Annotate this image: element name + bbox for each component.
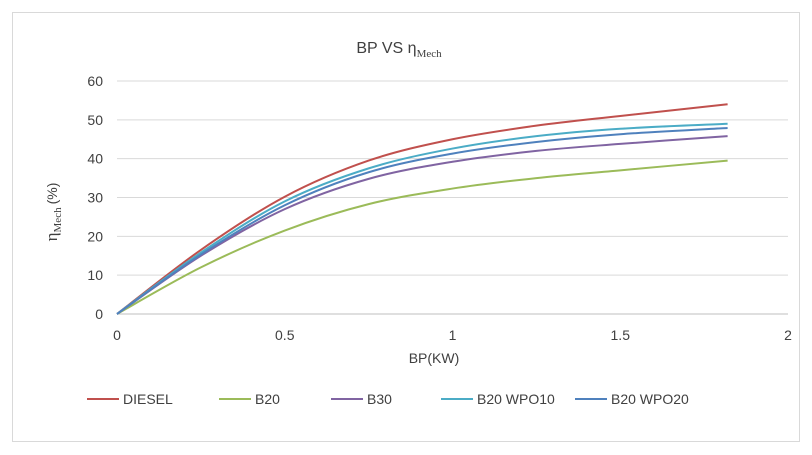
series-line-b30 bbox=[116, 135, 728, 315]
y-axis-label: ηMech (%) bbox=[42, 183, 64, 242]
y-axis-ticks: 0 10 20 30 40 50 60 bbox=[87, 73, 103, 322]
legend: DIESEL B20 B30 B20 WPO10 B20 WPO20 bbox=[87, 391, 689, 407]
legend-label-diesel: DIESEL bbox=[123, 391, 173, 407]
chart-title-main: BP VS η bbox=[356, 40, 416, 57]
chart-title: BP VS ηMech bbox=[356, 40, 442, 60]
series-line-b20-wpo10 bbox=[116, 122, 728, 315]
x-tick-label: 2 bbox=[784, 327, 792, 343]
y-tick-label: 60 bbox=[87, 73, 103, 89]
x-tick-label: 0 bbox=[113, 327, 121, 343]
y-tick-label: 10 bbox=[87, 267, 103, 283]
series-line-b20-wpo20 bbox=[116, 126, 728, 315]
series-line-b20 bbox=[116, 159, 728, 315]
y-tick-label: 30 bbox=[87, 190, 103, 206]
gridlines bbox=[117, 80, 788, 315]
y-tick-label: 40 bbox=[87, 151, 103, 167]
x-tick-label: 0.5 bbox=[275, 327, 295, 343]
y-axis-label-subscript: Mech bbox=[52, 207, 64, 233]
chart-frame: BP VS ηMech 0 10 20 30 40 50 60 0 0.5 1 1.5 2 BP(K… bbox=[12, 12, 800, 442]
x-axis-ticks: 0 0.5 1 1.5 2 bbox=[113, 327, 792, 343]
y-tick-label: 20 bbox=[87, 228, 103, 244]
series-line-diesel bbox=[116, 103, 728, 315]
legend-label-b20: B20 bbox=[255, 391, 280, 407]
chart-title-subscript: Mech bbox=[417, 48, 443, 60]
x-tick-label: 1.5 bbox=[611, 327, 631, 343]
legend-label-b30: B30 bbox=[367, 391, 392, 407]
y-axis-label-main: η bbox=[42, 232, 61, 241]
legend-label-b20-wpo20: B20 WPO20 bbox=[611, 391, 689, 407]
x-tick-label: 1 bbox=[449, 327, 457, 343]
x-axis-label: BP(KW) bbox=[409, 350, 460, 366]
y-tick-label: 0 bbox=[95, 306, 103, 322]
legend-label-b20-wpo10: B20 WPO10 bbox=[477, 391, 555, 407]
y-axis-label-unit: (%) bbox=[44, 183, 60, 205]
series-layer bbox=[116, 103, 728, 315]
y-tick-label: 50 bbox=[87, 112, 103, 128]
